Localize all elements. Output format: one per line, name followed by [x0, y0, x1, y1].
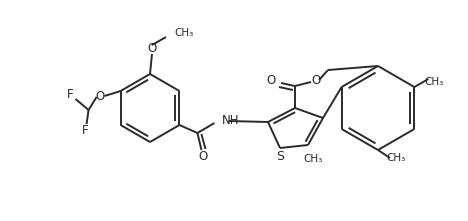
- Text: O: O: [147, 42, 157, 55]
- Text: O: O: [199, 149, 208, 162]
- Text: S: S: [276, 149, 284, 162]
- Text: F: F: [67, 88, 74, 101]
- Text: F: F: [82, 124, 89, 137]
- Text: CH₃: CH₃: [386, 153, 405, 163]
- Text: CH₃: CH₃: [424, 77, 444, 87]
- Text: NH: NH: [221, 114, 239, 128]
- Text: CH₃: CH₃: [174, 28, 193, 38]
- Text: CH₃: CH₃: [303, 154, 322, 164]
- Text: O: O: [311, 74, 321, 88]
- Text: O: O: [267, 74, 276, 88]
- Text: O: O: [95, 90, 104, 103]
